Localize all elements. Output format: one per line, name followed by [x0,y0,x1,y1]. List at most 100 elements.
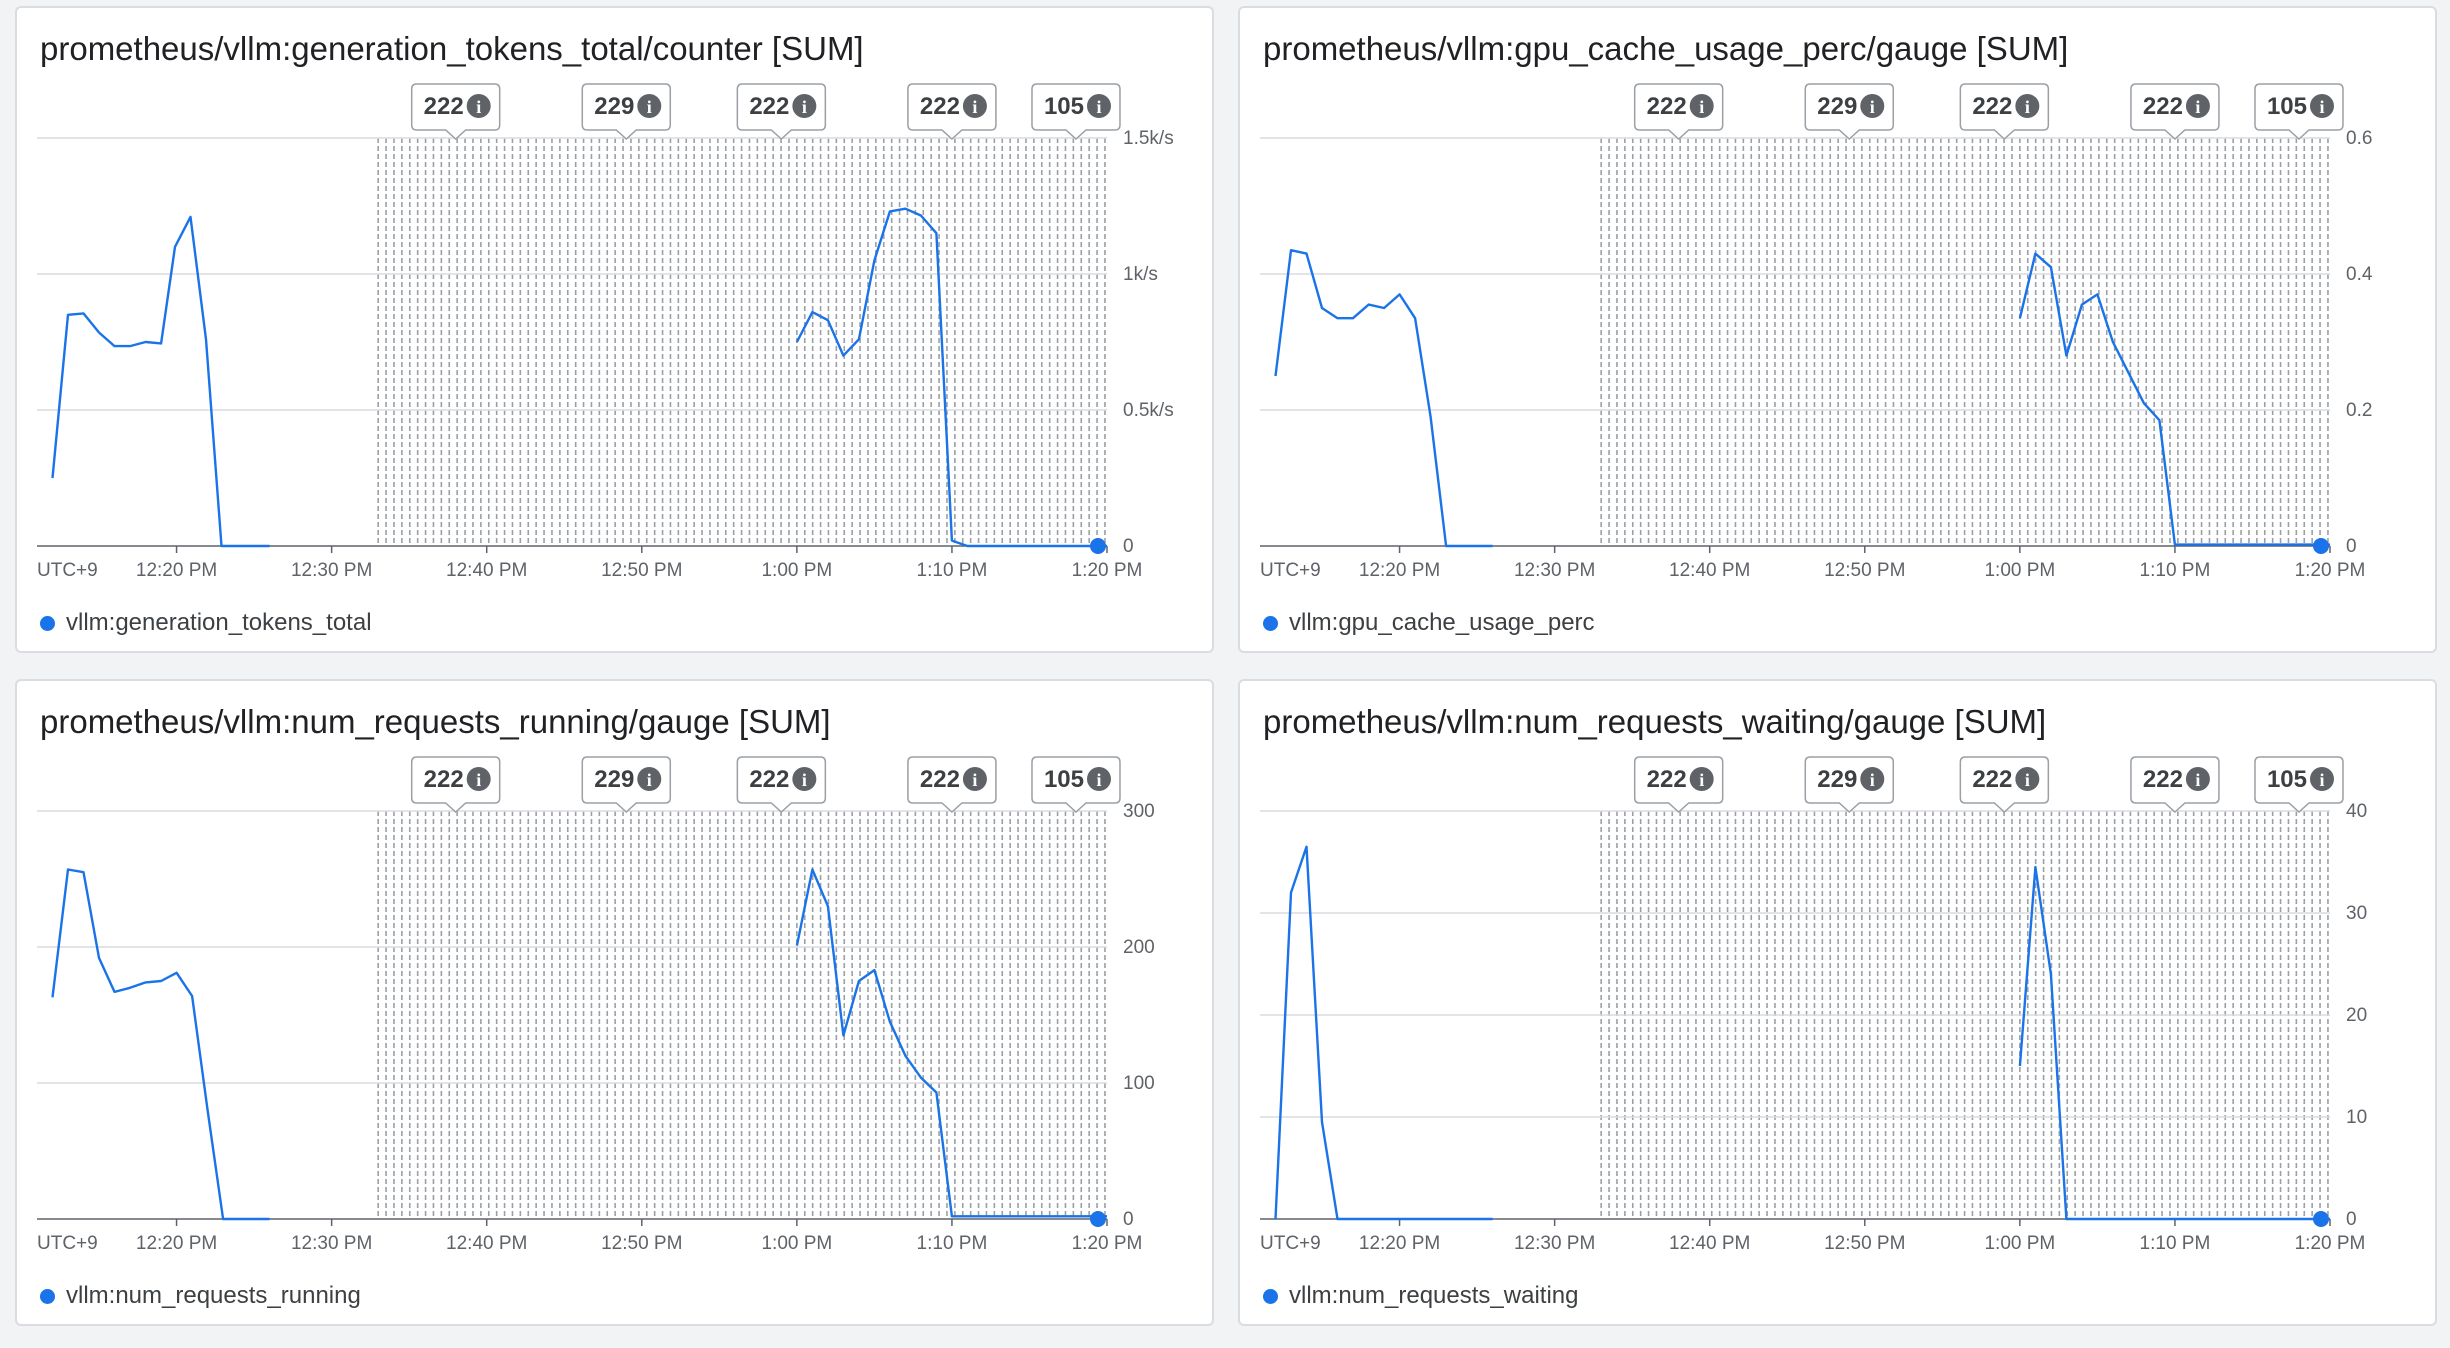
info-icon-glyph: i [2319,97,2324,117]
y-tick-label: 0.5k/s [1123,400,1174,421]
x-tick-label: 1:10 PM [2140,560,2211,581]
annotation-count: 229 [594,93,634,120]
shaded-region [377,138,1106,546]
legend-series-dot [40,1288,55,1304]
info-icon [1086,94,1111,118]
x-tick-label: 1:10 PM [917,1233,988,1254]
annotation-marker[interactable]: 105 i [2254,83,2344,141]
x-tick-label: 12:30 PM [1514,1233,1595,1254]
x-tick-label: 1:20 PM [2295,1233,2366,1254]
y-tick-label: 40 [2346,801,2367,822]
annotation-marker[interactable]: 222 i [410,756,501,814]
annotation-marker[interactable]: 222 i [2130,756,2220,814]
x-tick-label: 12:30 PM [291,560,372,581]
annotation-marker[interactable]: 222 i [1633,756,1724,814]
series-line[interactable] [1274,845,1493,1221]
series-line[interactable] [795,207,1107,548]
annotation-count: 105 [1044,93,1084,120]
y-tick-label: 0.2 [2346,400,2372,421]
chart-legend[interactable]: vllm:generation_tokens_total [40,609,372,637]
legend-series-dot [1263,1288,1278,1304]
x-tick-label: 12:40 PM [1669,1233,1750,1254]
annotation-marker[interactable]: 229 i [1804,83,1895,141]
info-icon-glyph: i [1699,770,1704,790]
annotation-marker[interactable]: 229 i [581,83,672,141]
annotation-count: 222 [920,766,960,793]
annotation-marker[interactable]: 222 i [410,83,501,141]
x-tick-label: 12:40 PM [1669,560,1750,581]
info-icon [792,767,817,791]
x-tick-label: 1:00 PM [1984,1233,2055,1254]
legend-series-dot [1263,615,1278,631]
chart-plot[interactable]: 0 10 20 30 40 UTC+9 12:20 PM 12:30 PM 12:40 PM 12… [1240,681,2439,1328]
x-tick-label: 12:50 PM [1824,1233,1905,1254]
annotation-marker[interactable]: 222 i [2130,83,2220,141]
annotation-count: 229 [1817,93,1857,120]
x-tick-label: 12:40 PM [446,560,527,581]
annotation-count: 105 [1044,766,1084,793]
timezone-label: UTC+9 [37,560,98,581]
x-tick-label: 1:00 PM [761,560,832,581]
chart-plot[interactable]: 0 0.2 0.4 0.6 UTC+9 12:20 PM 12:30 PM 12:40 PM 1… [1240,8,2439,655]
chart-plot[interactable]: 0 0.5k/s 1k/s 1.5k/s UTC+9 12:20 PM 12:30 PM 12… [17,8,1216,655]
info-icon [792,94,817,118]
annotation-marker[interactable]: 229 i [1804,756,1895,814]
annotation-marker[interactable]: 105 i [1031,83,1121,141]
annotation-marker[interactable]: 222 i [1633,83,1724,141]
x-tick-label: 12:20 PM [136,560,217,581]
series-line[interactable] [2018,865,2330,1221]
y-tick-label: 0 [2346,536,2357,557]
y-tick-label: 0.4 [2346,264,2373,285]
info-icon [962,94,987,118]
series-line[interactable] [795,868,1107,1218]
chart-legend[interactable]: vllm:num_requests_waiting [1263,1282,1578,1310]
annotation-marker[interactable]: 222 i [907,756,997,814]
timezone-label: UTC+9 [1260,1233,1321,1254]
chart-title: prometheus/vllm:gpu_cache_usage_perc/gau… [1263,30,2069,67]
annotation-marker[interactable]: 222 i [736,83,827,141]
info-icon-glyph: i [1096,770,1101,790]
shaded-region [1600,138,2329,546]
chart-title: prometheus/vllm:num_requests_running/gau… [40,703,831,740]
y-tick-label: 0 [1123,536,1134,557]
info-icon-glyph: i [972,770,977,790]
annotation-marker[interactable]: 222 i [736,756,827,814]
annotation-marker[interactable]: 222 i [1959,83,2050,141]
x-tick-label: 1:00 PM [761,1233,832,1254]
series-line[interactable] [1274,248,1493,548]
info-icon [2309,767,2334,791]
annotation-marker[interactable]: 105 i [2254,756,2344,814]
annotation-count: 222 [424,93,464,120]
chart-legend[interactable]: vllm:gpu_cache_usage_perc [1263,609,1595,637]
annotation-count: 222 [920,93,960,120]
info-icon [2015,94,2040,118]
info-icon-glyph: i [476,770,481,790]
x-tick-label: 12:30 PM [291,1233,372,1254]
chart-plot[interactable]: 0 100 200 300 UTC+9 12:20 PM 12:30 PM 12:40 PM 1… [17,681,1216,1328]
info-icon [637,767,662,791]
annotation-count: 222 [749,93,789,120]
chart-title: prometheus/vllm:num_requests_waiting/gau… [1263,703,2047,740]
series-line[interactable] [2018,252,2330,546]
annotation-marker[interactable]: 222 i [1959,756,2050,814]
info-icon [466,767,491,791]
x-tick-label: 1:10 PM [917,560,988,581]
series-endpoint-dot [2313,538,2329,554]
annotation-marker[interactable]: 105 i [1031,756,1121,814]
chart-title: prometheus/vllm:generation_tokens_total/… [40,30,864,67]
x-tick-label: 12:50 PM [1824,560,1905,581]
info-icon-glyph: i [1096,97,1101,117]
y-tick-label: 30 [2346,903,2367,924]
x-tick-label: 12:20 PM [1359,560,1440,581]
chart-legend[interactable]: vllm:num_requests_running [40,1282,361,1310]
annotation-count: 222 [1972,93,2012,120]
timezone-label: UTC+9 [37,1233,98,1254]
legend-series-label: vllm:num_requests_running [66,1282,361,1309]
annotation-marker[interactable]: 229 i [581,756,672,814]
annotation-marker[interactable]: 222 i [907,83,997,141]
series-endpoint-dot [1090,1211,1106,1227]
info-icon-glyph: i [647,97,652,117]
series-endpoint-dot [1090,538,1106,554]
series-line[interactable] [51,215,270,548]
series-line[interactable] [51,868,270,1221]
